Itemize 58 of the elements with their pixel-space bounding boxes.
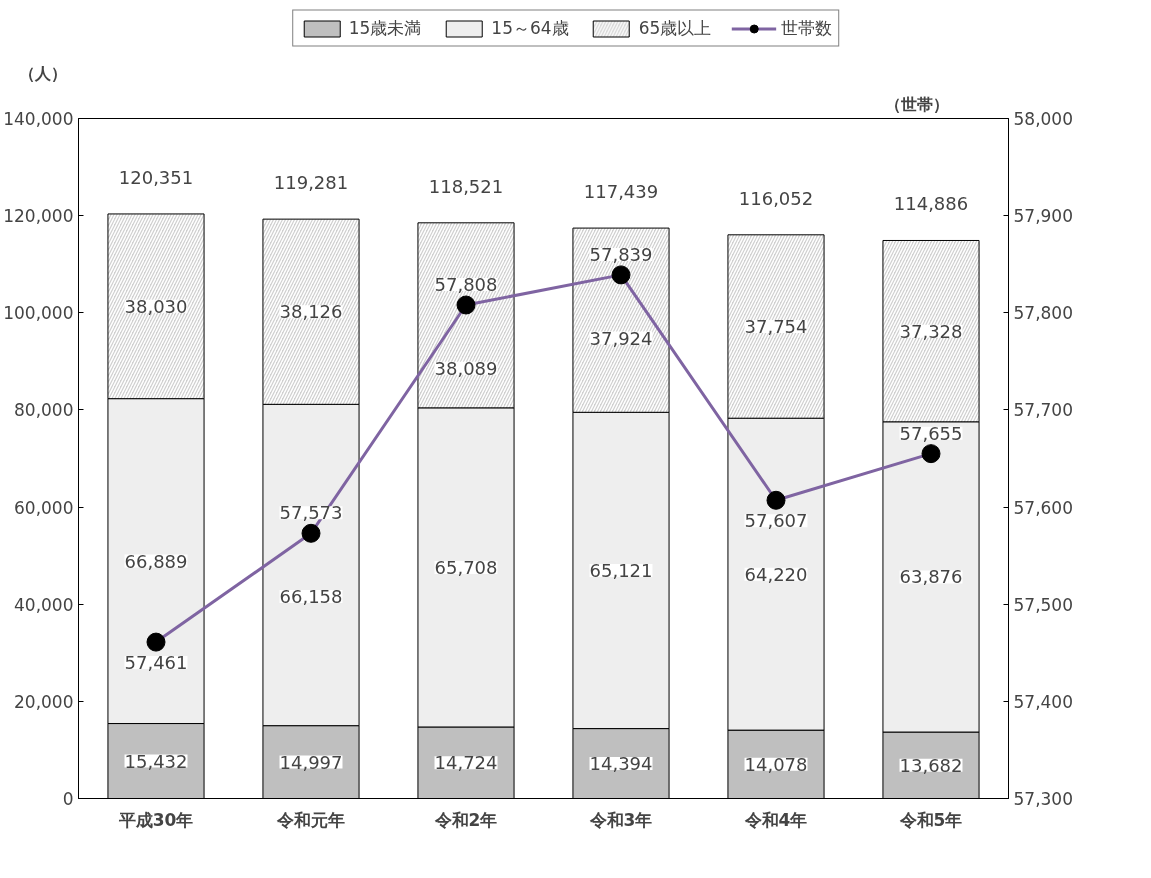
x-tick-label: 令和5年 (898, 809, 963, 830)
data-label: 15,432 (124, 750, 188, 772)
y-tick-label: 140,000 (3, 109, 74, 129)
data-label: 38,030 (124, 295, 188, 317)
y-tick-label: 0 (62, 789, 74, 809)
data-label: 57,607 (744, 510, 808, 532)
y-tick-label: 80,000 (14, 400, 74, 421)
legend-label: 世帯数 (781, 16, 833, 40)
y2-tick-label: 57,900 (1013, 206, 1073, 227)
data-label: 65,708 (434, 556, 498, 578)
y-tick-label: 120,000 (3, 206, 74, 227)
total-label: 116,052 (738, 187, 814, 209)
x-tick-label: 令和元年 (276, 809, 345, 830)
data-label: 14,997 (279, 751, 343, 773)
data-label: 63,876 (899, 566, 963, 588)
legend-label: 15～64歳 (491, 16, 569, 40)
y2-tick-label: 58,000 (1013, 109, 1073, 129)
data-label: 13,682 (899, 754, 963, 776)
y2-tick-label: 57,700 (1013, 400, 1073, 421)
y2-tick-label: 57,300 (1013, 789, 1073, 809)
data-label: 14,078 (744, 753, 808, 775)
data-label: 14,394 (589, 753, 653, 775)
y-tick-label: 60,000 (14, 497, 74, 518)
data-label: 57,839 (589, 243, 653, 265)
data-label: 57,655 (899, 422, 963, 444)
data-label: 65,121 (589, 559, 653, 581)
legend-label: 15歳未満 (348, 16, 422, 40)
x-tick-label: 令和4年 (743, 809, 808, 830)
data-label: 37,924 (589, 327, 653, 349)
y-tick-label: 100,000 (3, 303, 74, 324)
y-tick-label: 20,000 (14, 691, 74, 712)
total-label: 119,281 (273, 172, 349, 194)
data-label: 57,461 (124, 652, 188, 674)
x-tick-label: 令和2年 (433, 809, 498, 830)
total-label: 120,351 (118, 166, 194, 188)
legend-label: 65歳以上 (638, 16, 712, 40)
data-label: 66,158 (279, 585, 343, 607)
y-axis-title: （人） (18, 63, 67, 83)
x-tick-label: 平成30年 (117, 809, 194, 830)
y2-tick-label: 57,600 (1013, 497, 1073, 518)
data-label: 64,220 (744, 563, 808, 585)
data-label: 38,126 (279, 301, 343, 323)
x-tick-label: 令和3年 (588, 809, 653, 830)
y2-tick-label: 57,400 (1013, 691, 1073, 712)
total-label: 117,439 (583, 181, 659, 203)
data-label: 14,724 (434, 752, 498, 774)
total-label: 118,521 (428, 175, 504, 197)
y2-tick-label: 57,800 (1013, 303, 1073, 324)
data-label: 57,808 (434, 274, 498, 296)
data-label: 37,754 (744, 316, 808, 338)
data-label: 38,089 (434, 357, 498, 379)
data-label: 66,889 (124, 550, 188, 572)
total-label: 114,886 (893, 193, 969, 215)
y2-axis-title: （世帯） (884, 94, 949, 114)
data-label: 57,573 (279, 502, 343, 524)
y-tick-label: 40,000 (14, 594, 74, 615)
data-label: 37,328 (899, 320, 963, 342)
y2-tick-label: 57,500 (1013, 594, 1073, 615)
